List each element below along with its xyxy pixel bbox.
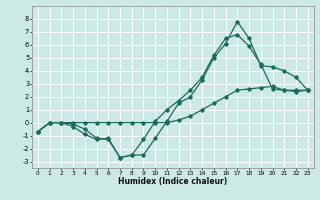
X-axis label: Humidex (Indice chaleur): Humidex (Indice chaleur)	[118, 177, 228, 186]
